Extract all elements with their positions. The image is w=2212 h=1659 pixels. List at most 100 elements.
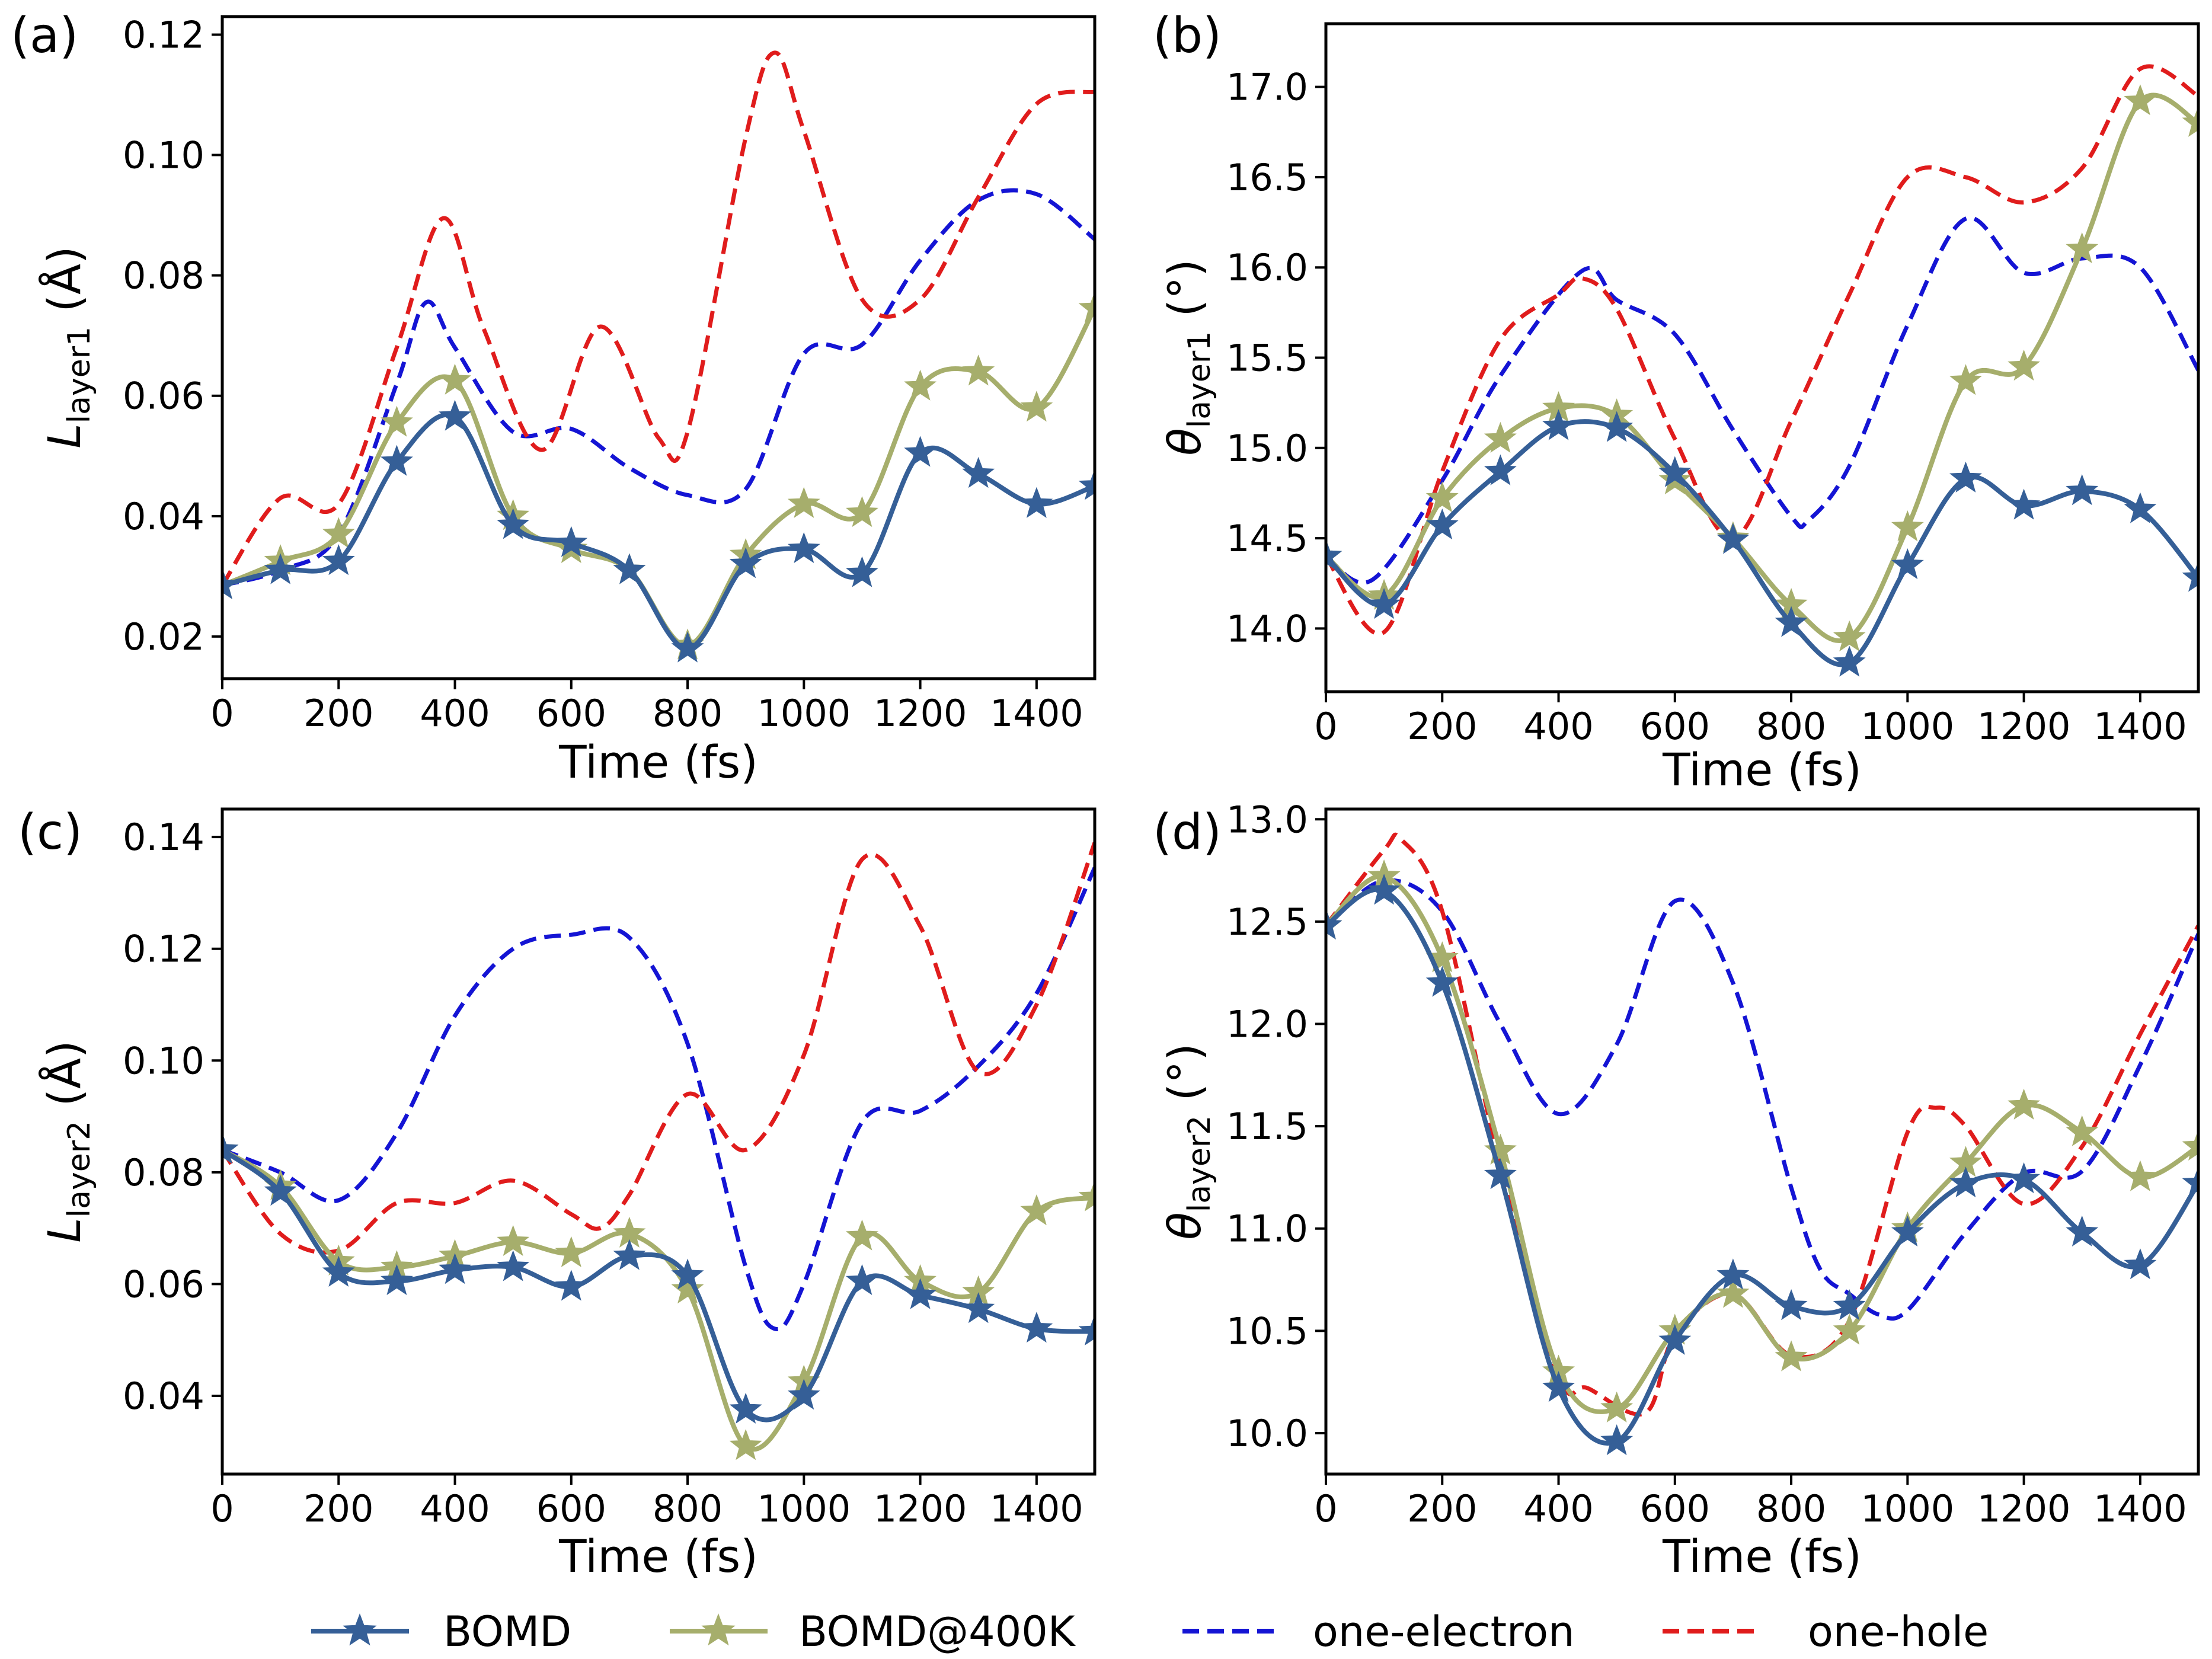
panel-d-y-tick-label: 10.0	[1226, 1412, 1308, 1455]
panel-b-x-ticks: 0 200 400 600 800 1000 1200 1400	[1314, 692, 2187, 748]
panel-d-point-bomd	[2182, 1166, 2198, 1198]
panel-b-point-bomd	[2124, 492, 2157, 523]
panel-a-point-bomd	[555, 526, 588, 557]
panel-d-series-one-electron	[1326, 878, 2198, 1321]
panel-c-y-tick-label: 0.08	[123, 1151, 204, 1194]
panel-b-point-bomd	[1833, 645, 1866, 677]
panel-c-point-bomd	[671, 1258, 704, 1290]
panel-d-point-bomd	[1425, 966, 1459, 997]
panel-a-point-bomd-400k	[962, 354, 995, 386]
panel-c-point-bomd	[787, 1379, 820, 1410]
panel-c-point-bomd	[322, 1255, 355, 1287]
panel-b-x-tick-label: 200	[1407, 705, 1477, 748]
panel-d-point-bomd-400k	[2182, 1129, 2198, 1161]
legend-label-one-hole: one-hole	[1808, 1607, 1989, 1656]
panel-b-plot-area	[1326, 64, 2198, 677]
panel-a-point-bomd	[845, 556, 878, 587]
panel-d-plot-area	[1326, 832, 2198, 1456]
panel-b-point-bomd-400k	[2066, 232, 2099, 264]
panel-d-point-bomd	[1484, 1158, 1517, 1190]
panel-c-x-tick-label: 0	[210, 1487, 234, 1530]
panel-d-point-bomd-400k	[1833, 1313, 1866, 1345]
panel-c-y-axis-label: Llayer2 (Å)	[38, 1040, 97, 1242]
panel-a-point-bomd	[264, 553, 297, 584]
panel-b-series-one-hole	[1326, 64, 2198, 636]
panel-d-x-tick-label: 0	[1314, 1487, 1337, 1530]
panel-c-point-bomd	[613, 1239, 646, 1270]
panel-c-point-bomd	[497, 1250, 530, 1281]
panel-b-x-tick-label: 600	[1640, 705, 1710, 748]
panel-b-x-tick-label: 0	[1314, 705, 1337, 748]
panel-b-x-tick-label: 800	[1756, 705, 1826, 748]
panel-d-x-tick-label: 1400	[2093, 1487, 2187, 1530]
panel-c-point-bomd	[729, 1392, 762, 1424]
panel-d-x-tick-label: 1000	[1861, 1487, 1954, 1530]
panel-d-y-tick-label: 10.5	[1226, 1309, 1308, 1353]
panel-d-point-bomd	[1658, 1324, 1692, 1355]
panel-d-x-tick-label: 200	[1407, 1487, 1477, 1530]
panel-c-y-tick-label: 0.04	[123, 1374, 204, 1418]
panel-a-y-ticks: 0.02 0.04 0.06 0.08 0.10 0.12	[123, 13, 222, 659]
panel-a-point-bomd-400k	[845, 496, 878, 528]
panel-d-point-bomd-400k	[1600, 1391, 1634, 1423]
panel-b-point-bomd-400k	[1891, 510, 1924, 542]
legend-label-one-electron: one-electron	[1313, 1607, 1574, 1656]
panel-a-x-tick-label: 1000	[757, 692, 851, 735]
panel-d-series-bomd	[1326, 887, 2198, 1446]
panel-b-x-tick-label: 1400	[2093, 705, 2187, 748]
panel-b-point-bomd	[2008, 488, 2041, 520]
panel-b-point-bomd	[1326, 539, 1342, 570]
panel-d-point-bomd	[1367, 874, 1401, 905]
legend-label-bomd: BOMD	[443, 1607, 571, 1656]
panel-a-y-tick-label: 0.06	[123, 375, 204, 418]
legend-item-one-hole: one-hole	[1663, 1607, 1989, 1656]
panel-c-point-bomd	[264, 1175, 297, 1206]
panel-a-point-bomd	[904, 436, 937, 467]
panel-a-point-bomd	[671, 631, 704, 663]
panel-b-y-tick-label: 14.0	[1226, 607, 1308, 650]
panel-d-y-tick-label: 11.0	[1226, 1207, 1308, 1251]
panel-c-x-axis-label: Time (fs)	[558, 1530, 758, 1583]
panel-b-point-bomd-400k	[1949, 364, 1982, 395]
panel-b-point-bomd	[1716, 523, 1750, 554]
panel-d-y-tick-label: 11.5	[1226, 1105, 1308, 1148]
panel-a-point-bomd	[497, 508, 530, 539]
panel-c-point-bomd	[845, 1264, 878, 1296]
panel-b-y-tick-label: 17.0	[1226, 66, 1308, 109]
panel-c-series-one-electron	[222, 867, 1095, 1331]
panel-b-point-bomd-400k	[2008, 349, 2041, 381]
panel-c-point-bomd	[1020, 1312, 1053, 1343]
panel-a-point-bomd-400k	[322, 517, 355, 548]
panel-b-y-tick-label: 14.5	[1226, 517, 1308, 560]
panel-b-point-bomd	[1600, 411, 1634, 442]
panel-c: 0 200 400 600 800 1000 1200 1400 0.040.060.080.…	[18, 804, 1097, 1583]
panel-a-point-bomd	[787, 532, 820, 564]
panel-a-point-bomd	[1020, 487, 1053, 518]
panel-c-point-bomd	[962, 1292, 995, 1324]
panel-b-x-tick-label: 1200	[1977, 705, 2071, 748]
panel-c-x-ticks: 0 200 400 600 800 1000 1200 1400	[210, 1474, 1083, 1530]
panel-d-x-tick-label: 800	[1756, 1487, 1826, 1530]
panel-b-point-bomd-400k	[2124, 84, 2157, 116]
panel-d-point-bomd	[1949, 1166, 1982, 1198]
panel-b-y-tick-label: 16.5	[1226, 156, 1308, 199]
panel-a: 0 200 400 600 800 1000 1200 1400 0.020.040.060.…	[11, 8, 1097, 788]
panel-a-x-tick-label: 400	[420, 692, 490, 735]
panel-c-series-bomd-400k	[222, 1147, 1095, 1452]
panel-c-y-tick-label: 0.14	[123, 816, 204, 859]
panel-c-point-bomd	[380, 1264, 413, 1296]
panel-a-x-tick-label: 600	[536, 692, 606, 735]
panel-c-x-tick-label: 1200	[874, 1487, 967, 1530]
panel-d-point-bomd-400k	[1716, 1277, 1750, 1308]
panel-d-point-bomd	[1716, 1258, 1750, 1290]
panel-d-x-tick-label: 400	[1523, 1487, 1593, 1530]
panel-d-point-bomd-400k	[2008, 1088, 2041, 1120]
panel-c-point-bomd	[439, 1253, 472, 1284]
panel-d-point-bomd	[1326, 908, 1342, 940]
panel-a-point-bomd-400k	[787, 487, 820, 518]
panel-b-point-bomd	[2182, 561, 2198, 592]
panel-c-x-tick-label: 600	[536, 1487, 606, 1530]
legend-label-bomd-400k: BOMD@400K	[799, 1607, 1076, 1656]
panel-b-point-bomd	[1775, 606, 1808, 637]
legend-marker-bomd	[343, 1613, 377, 1646]
